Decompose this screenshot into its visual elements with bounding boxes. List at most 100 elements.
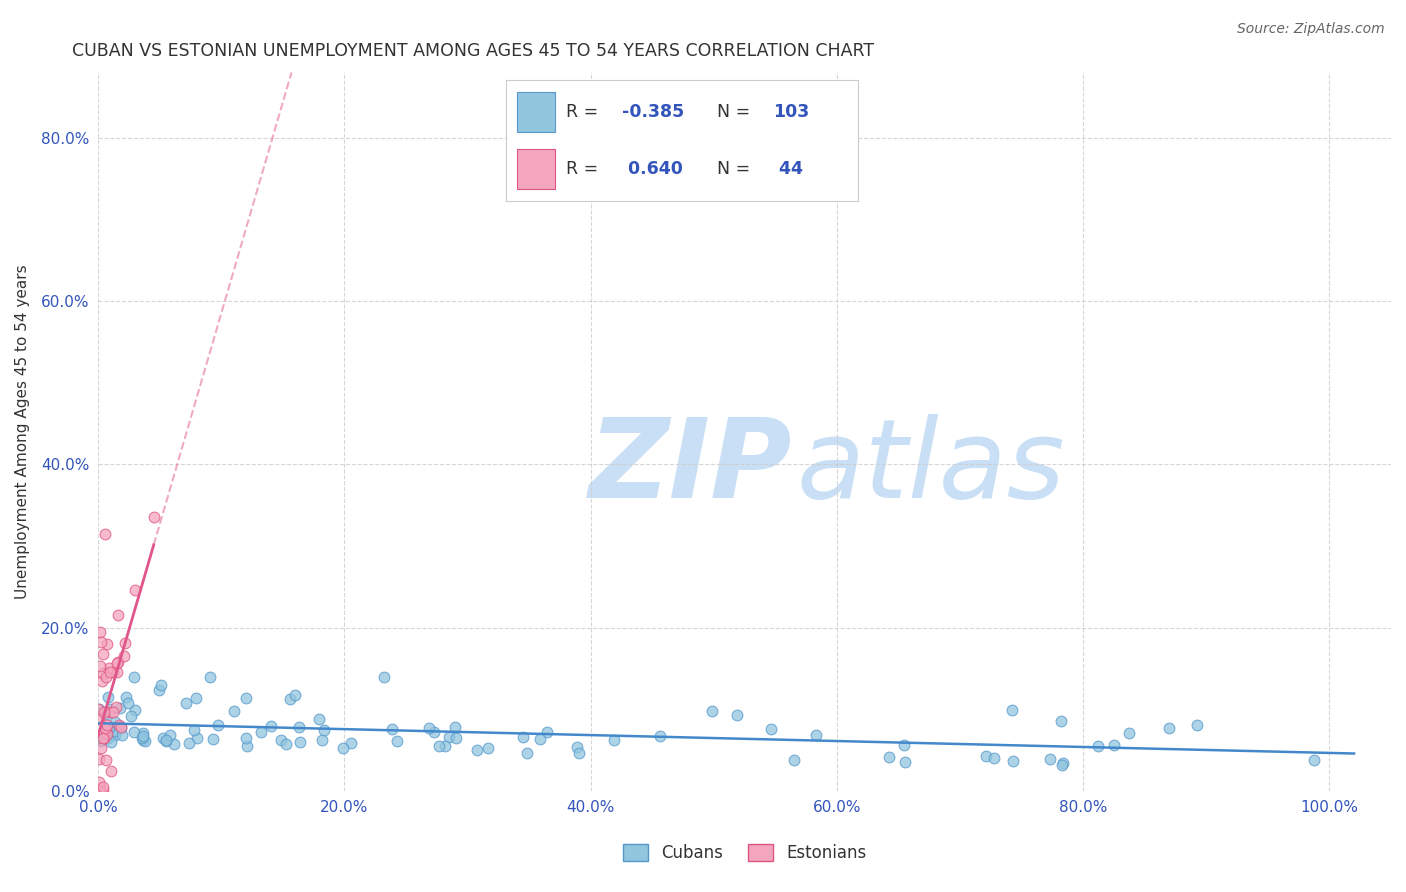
Cubans (1102, 738, 1125, 752)
Cubans (1118, 725, 1140, 739)
Cubans (1052, 756, 1074, 770)
Cubans (565, 739, 588, 754)
Estonians (89, 624, 111, 639)
Cubans (235, 690, 257, 705)
Cubans (983, 750, 1005, 764)
Estonians (107, 718, 129, 732)
Estonians (93, 526, 115, 541)
Estonians (91, 731, 114, 745)
Cubans (381, 722, 404, 736)
Cubans (568, 746, 591, 760)
FancyBboxPatch shape (517, 149, 555, 188)
Cubans (132, 732, 155, 747)
Cubans (104, 720, 127, 734)
Cubans (97, 690, 120, 704)
Cubans (418, 721, 440, 735)
Y-axis label: Unemployment Among Ages 45 to 54 years: Unemployment Among Ages 45 to 54 years (15, 265, 30, 599)
Text: N =: N = (717, 103, 756, 121)
Cubans (314, 723, 336, 737)
Cubans (274, 737, 297, 751)
Estonians (98, 706, 121, 720)
Cubans (117, 696, 139, 710)
Cubans (373, 670, 395, 684)
Estonians (87, 783, 110, 797)
Text: -0.385: -0.385 (621, 103, 685, 121)
Cubans (186, 691, 208, 706)
Cubans (1159, 721, 1181, 735)
Cubans (183, 723, 205, 738)
Cubans (235, 739, 257, 753)
Estonians (94, 721, 117, 735)
Estonians (96, 727, 118, 741)
Estonians (94, 753, 117, 767)
Estonians (96, 670, 118, 684)
Cubans (96, 730, 118, 744)
Cubans (434, 739, 457, 753)
Cubans (385, 734, 408, 748)
Text: Source: ZipAtlas.com: Source: ZipAtlas.com (1237, 22, 1385, 37)
Estonians (91, 647, 114, 661)
Cubans (877, 750, 900, 764)
Cubans (1087, 739, 1109, 753)
Estonians (100, 764, 122, 779)
Cubans (122, 725, 145, 739)
Cubans (894, 755, 917, 769)
Estonians (90, 635, 112, 649)
Cubans (122, 670, 145, 684)
Estonians (96, 717, 118, 731)
Cubans (288, 735, 311, 749)
Estonians (124, 582, 146, 597)
Cubans (725, 707, 748, 722)
Cubans (783, 753, 806, 767)
Cubans (104, 728, 127, 742)
Estonians (91, 674, 114, 689)
Cubans (444, 731, 467, 745)
Cubans (603, 733, 626, 747)
Cubans (104, 724, 127, 739)
Cubans (278, 691, 301, 706)
Estonians (87, 702, 110, 716)
Estonians (105, 656, 128, 670)
Cubans (202, 731, 225, 746)
Cubans (648, 729, 671, 743)
Cubans (477, 741, 499, 756)
Cubans (149, 678, 172, 692)
Cubans (100, 735, 122, 749)
Cubans (249, 725, 271, 739)
Cubans (120, 709, 142, 723)
Cubans (148, 682, 170, 697)
Cubans (134, 734, 156, 748)
Text: 0.640: 0.640 (621, 160, 683, 178)
Estonians (105, 665, 128, 679)
Estonians (96, 637, 118, 651)
Cubans (465, 743, 488, 757)
Cubans (339, 736, 361, 750)
Cubans (132, 725, 155, 739)
Cubans (179, 736, 201, 750)
Estonians (93, 731, 115, 746)
Text: R =: R = (565, 103, 603, 121)
Cubans (332, 740, 354, 755)
Cubans (759, 722, 782, 736)
Cubans (200, 670, 222, 684)
Cubans (207, 718, 229, 732)
Cubans (94, 730, 117, 744)
Cubans (308, 712, 330, 726)
Cubans (163, 737, 186, 751)
Cubans (270, 733, 292, 747)
Estonians (91, 783, 114, 797)
Cubans (311, 732, 333, 747)
Estonians (94, 723, 117, 738)
Legend: Cubans, Estonians: Cubans, Estonians (616, 838, 873, 869)
Cubans (90, 733, 112, 747)
Cubans (131, 731, 153, 746)
Cubans (87, 701, 110, 715)
Estonians (103, 706, 125, 720)
Cubans (443, 720, 465, 734)
Cubans (186, 731, 208, 745)
Cubans (529, 731, 551, 746)
Text: ZIP: ZIP (589, 414, 793, 521)
Cubans (97, 731, 120, 746)
Estonians (89, 658, 111, 673)
Estonians (101, 665, 124, 679)
